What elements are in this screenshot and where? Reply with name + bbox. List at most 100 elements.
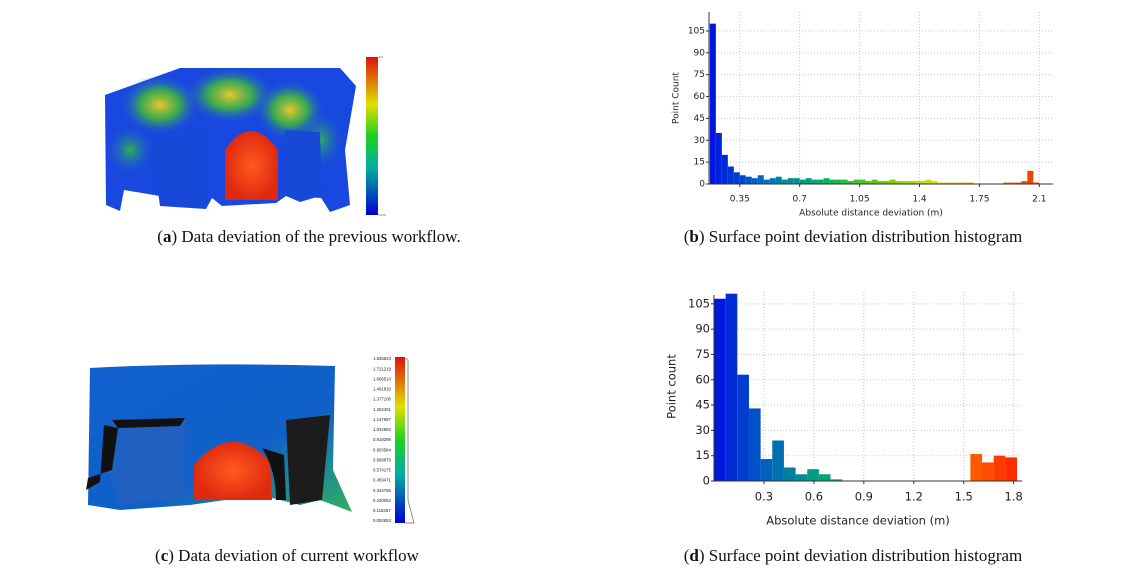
bar <box>764 180 770 184</box>
y-tick-label: 15 <box>694 158 705 168</box>
bar <box>722 155 728 184</box>
bar <box>842 180 848 184</box>
colorbar-labels: 1.835923 1.721219 1.606514 1.491810 1.377106… <box>373 356 392 523</box>
x-tick-label: 0.6 <box>805 490 823 504</box>
bar <box>970 454 982 481</box>
caption-c: (c) Data deviation of current workflow <box>155 546 420 565</box>
caption-text: ) Surface point deviation distribution h… <box>699 227 1022 246</box>
bar <box>994 456 1006 481</box>
x-tick-label: 1.8 <box>1005 490 1023 504</box>
bar <box>746 177 752 184</box>
bar <box>794 178 800 184</box>
bar <box>800 180 806 184</box>
x-tick-label: 1.2 <box>905 490 923 504</box>
bar <box>872 180 878 184</box>
y-axis-label: Point Count <box>672 72 682 124</box>
caption-b: (b) Surface point deviation distribution… <box>684 227 1023 246</box>
y-tick-label: 75 <box>695 347 710 361</box>
bar <box>982 462 994 481</box>
y-tick-label: 45 <box>694 114 705 124</box>
colorbar-label: 1.262401 <box>373 407 392 412</box>
bar <box>770 178 776 184</box>
histogram: 0 15 30 45 60 75 90 105 0.35 0.7 1.05 1.4 1.75 2.1 Abs… <box>672 12 1054 219</box>
y-tick-label: 105 <box>688 26 705 36</box>
colorbar-label: 0.344766 <box>373 488 392 493</box>
bar <box>854 180 860 184</box>
x-axis-label: Absolute distance deviation (m) <box>766 514 950 528</box>
bar <box>784 468 796 482</box>
x-tick-label: 1.05 <box>850 195 870 205</box>
caption-text: ) Surface point deviation distribution h… <box>699 546 1022 565</box>
x-tick-label: 1.5 <box>955 490 973 504</box>
y-tick-label: 75 <box>694 70 705 80</box>
bar <box>726 294 738 481</box>
colorbar-label: 0.115357 <box>373 508 391 513</box>
colorbar-label: 1.721219 <box>373 366 392 371</box>
bar <box>807 469 819 481</box>
y-tick-label: 30 <box>695 423 710 437</box>
colorbar-label: 0.000653 <box>373 518 392 523</box>
bar <box>806 178 812 184</box>
colorbar-label: 1.147697 <box>373 417 392 422</box>
y-tick-label: 60 <box>695 372 710 386</box>
bar <box>1005 457 1017 481</box>
figure: 1.835923 1.721219 1.606514 1.491810 1.377106… <box>0 0 1130 579</box>
y-tick-label: 105 <box>688 296 710 310</box>
colorbar-label: 0.803584 <box>373 447 392 452</box>
x-tick-label: 0.3 <box>755 490 773 504</box>
y-tick-label: 15 <box>695 448 710 462</box>
bar <box>716 133 722 184</box>
render-a <box>105 57 386 215</box>
render-c <box>86 357 414 523</box>
bar <box>714 299 726 481</box>
histogram: 0 15 30 45 60 75 90 105 0.3 0.6 0.9 1.2 1.5 1.8 Absolu… <box>665 292 1023 528</box>
x-axis-label: Absolute distance deviation (m) <box>799 209 943 219</box>
bar <box>734 172 740 184</box>
x-tick-label: 1.75 <box>969 195 989 205</box>
bar <box>782 180 788 184</box>
bar <box>728 167 734 184</box>
y-tick-label: 0 <box>703 474 710 488</box>
x-tick-label: 1.4 <box>912 195 927 205</box>
colorbar-label: 0.459471 <box>373 478 392 483</box>
bar <box>776 177 782 184</box>
bar <box>749 408 761 481</box>
bar <box>788 178 794 184</box>
x-tick-label: 0.9 <box>855 490 873 504</box>
caption-d: (d) Surface point deviation distribution… <box>684 546 1023 565</box>
y-tick-label: 90 <box>694 48 706 58</box>
bar <box>860 180 866 184</box>
bar <box>752 178 758 184</box>
bar <box>819 474 831 481</box>
bar <box>818 180 824 184</box>
colorbar-label: 1.032993 <box>373 427 392 432</box>
bar <box>772 441 784 482</box>
bar <box>925 180 931 184</box>
x-tick-label: 2.1 <box>1032 195 1046 205</box>
y-tick-label: 0 <box>699 180 705 190</box>
bar <box>740 175 746 184</box>
y-tick-label: 90 <box>695 322 710 336</box>
y-tick-label: 45 <box>695 398 710 412</box>
y-tick-label: 60 <box>694 92 706 102</box>
bar <box>890 180 896 184</box>
bar <box>758 175 764 184</box>
x-tick-label: 0.35 <box>730 195 750 205</box>
colorbar-label: 0.230062 <box>373 498 392 503</box>
bar <box>710 24 716 184</box>
y-tick-label: 30 <box>694 136 706 146</box>
caption-a: (a) Data deviation of the previous workf… <box>157 227 460 246</box>
caption-text: ) Data deviation of current workflow <box>168 546 419 565</box>
bar <box>1027 171 1033 184</box>
x-tick-label: 0.7 <box>793 195 807 205</box>
colorbar-label: 1.606514 <box>373 376 392 381</box>
colorbar-label: 1.491810 <box>373 387 392 392</box>
colorbar-label: 1.377106 <box>373 397 392 402</box>
bar <box>824 178 830 184</box>
caption-text: ) Data deviation of the previous workflo… <box>171 227 460 246</box>
colorbar-label: 0.918288 <box>373 437 392 442</box>
caption-label: b <box>689 227 698 246</box>
colorbar-label: 0.574175 <box>373 468 392 473</box>
bar <box>737 375 749 481</box>
colorbar-label: 1.835923 <box>373 356 392 361</box>
